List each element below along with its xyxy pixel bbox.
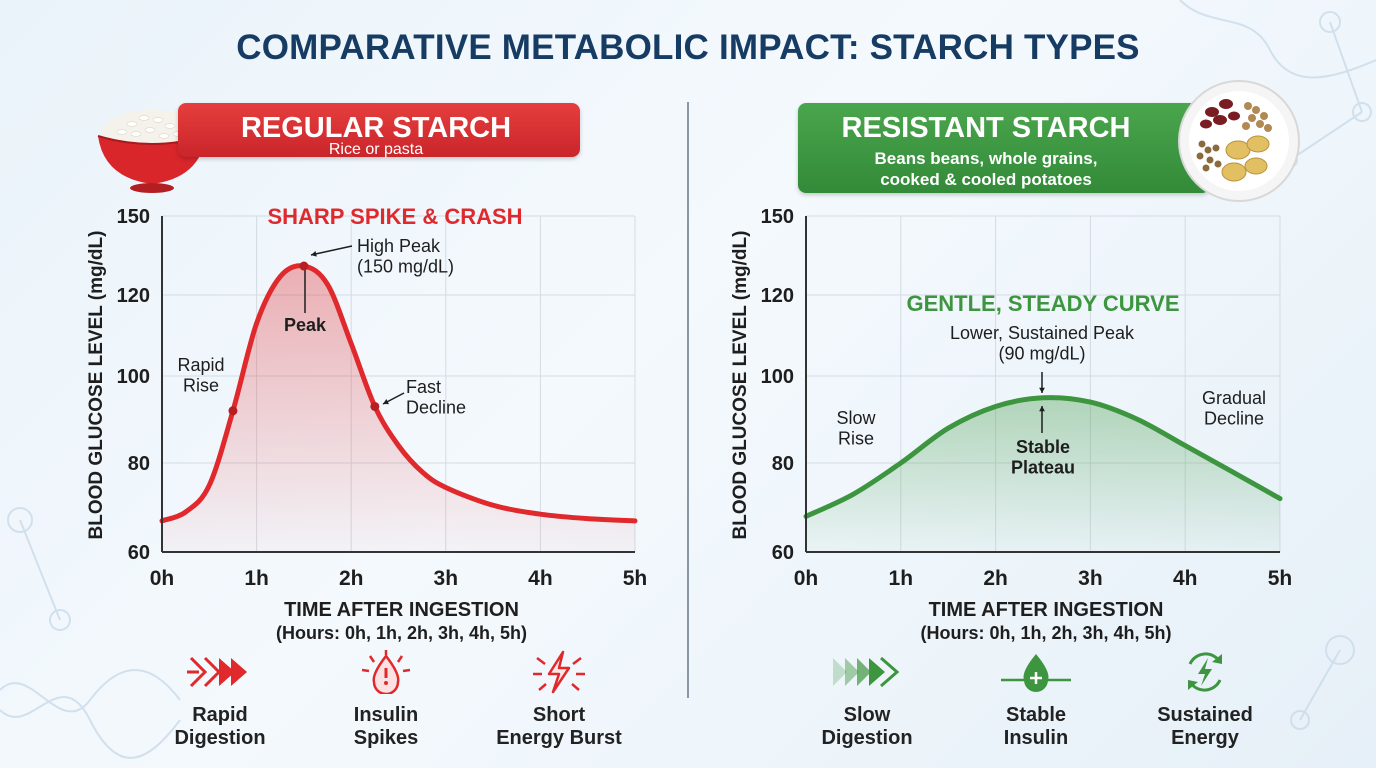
y-axis-label: BLOOD GLUCOSE LEVEL (mg/dL) — [730, 231, 751, 540]
y-tick-label: 120 — [761, 285, 794, 307]
y-tick-label: 80 — [772, 453, 794, 475]
x-tick-label: 5h — [623, 567, 648, 590]
annotation-label: Stable Plateau — [1011, 437, 1075, 478]
alert-drop-icon — [361, 650, 411, 694]
panel-divider — [687, 102, 689, 698]
y-tick-label: 150 — [761, 206, 794, 228]
y-tick-label: 100 — [117, 366, 150, 388]
annotation-label: Gradual Decline — [1202, 388, 1266, 429]
x-tick-label: 0h — [794, 567, 819, 590]
stable-drop-icon — [1001, 654, 1071, 692]
resistant-starch-title: RESISTANT STARCH — [841, 112, 1131, 144]
annotation-label: Fast Decline — [406, 377, 466, 418]
stable-insulin-label: Stable Insulin — [1003, 704, 1069, 749]
regular-starch-title: REGULAR STARCH — [240, 112, 512, 144]
beans-grains-potatoes-plate-image — [1178, 80, 1300, 202]
sustained-energy-item: Sustained Energy — [1130, 650, 1280, 750]
data-point-marker — [370, 401, 380, 411]
annotation-label: High Peak (150 mg/dL) — [357, 236, 454, 277]
renewable-energy-icon — [1188, 652, 1222, 692]
x-axis-label: TIME AFTER INGESTION — [284, 599, 519, 621]
x-tick-label: 0h — [150, 567, 175, 590]
fast-arrows-icon — [187, 656, 247, 688]
y-tick-label: 120 — [117, 285, 150, 307]
series-area — [806, 397, 1280, 552]
left-chart: 0h 1h 2h 3h 4h 5h 60 80 100 120 150 BLOOD GLUCOSE L… — [86, 204, 647, 643]
rapid-digestion-label: Rapid Digestion — [174, 704, 266, 749]
y-tick-label: 100 — [761, 366, 794, 388]
slow-digestion-label: Slow Digestion — [821, 704, 913, 749]
annotation-arrowhead — [383, 399, 389, 405]
data-point-marker — [228, 406, 238, 416]
annotation-arrowhead — [1039, 406, 1045, 412]
x-tick-label: 3h — [434, 567, 459, 590]
y-tick-label: 80 — [128, 453, 150, 475]
y-axis-label: BLOOD GLUCOSE LEVEL (mg/dL) — [86, 231, 107, 540]
annotation-arrowhead — [1039, 387, 1045, 393]
insulin-spikes-item: Insulin Spikes — [311, 650, 461, 750]
sustained-energy-label: Sustained Energy — [1157, 704, 1253, 749]
x-tick-label: 3h — [1078, 567, 1103, 590]
slow-arrows-icon — [833, 656, 900, 688]
annotation-arrowhead — [311, 251, 317, 257]
short-energy-burst-item: Short Energy Burst — [484, 650, 634, 750]
x-tick-label: 1h — [244, 567, 269, 590]
x-axis-sublabel: (Hours: 0h, 1h, 2h, 3h, 4h, 5h) — [920, 623, 1171, 643]
series-line — [803, 395, 1283, 519]
annotation-label: Rapid Rise — [177, 355, 224, 396]
regular-starch-subtitle: Rice or pasta — [328, 141, 424, 158]
annotation-label: Peak — [284, 315, 327, 335]
insulin-spikes-label: Insulin Spikes — [353, 704, 419, 749]
resistant-starch-banner: RESISTANT STARCH Beans beans, whole grai… — [798, 103, 1210, 193]
series-line — [159, 263, 638, 524]
chart-title: GENTLE, STEADY CURVE — [906, 291, 1179, 316]
x-tick-label: 5h — [1268, 567, 1293, 590]
y-tick-label: 150 — [117, 206, 150, 228]
rapid-digestion-item: Rapid Digestion — [145, 650, 295, 750]
y-tick-label: 60 — [128, 542, 150, 564]
x-tick-label: 2h — [339, 567, 364, 590]
slow-digestion-item: Slow Digestion — [792, 650, 942, 750]
regular-starch-banner: REGULAR STARCH Rice or pasta — [178, 103, 580, 158]
annotation-label: Lower, Sustained Peak (90 mg/dL) — [950, 323, 1135, 364]
resistant-starch-subtitle: Beans beans, whole grains, cooked & cool… — [874, 149, 1098, 189]
right-chart: 0h 1h 2h 3h 4h 5h 60 80 100 120 150 BLOOD GLUCOSE L… — [730, 206, 1292, 643]
annotation-label: Slow Rise — [836, 408, 876, 449]
x-tick-label: 4h — [1173, 567, 1198, 590]
chart-title: SHARP SPIKE & CRASH — [267, 204, 522, 229]
stable-insulin-item: Stable Insulin — [961, 650, 1111, 750]
data-point-marker — [299, 261, 309, 271]
x-tick-label: 2h — [983, 567, 1008, 590]
series-area — [162, 265, 635, 552]
short-energy-burst-label: Short Energy Burst — [496, 704, 622, 749]
lightning-burst-icon — [533, 650, 585, 694]
x-axis-label: TIME AFTER INGESTION — [929, 599, 1164, 621]
x-axis-sublabel: (Hours: 0h, 1h, 2h, 3h, 4h, 5h) — [276, 623, 527, 643]
x-tick-label: 1h — [889, 567, 914, 590]
y-tick-label: 60 — [772, 542, 794, 564]
page-title: COMPARATIVE METABOLIC IMPACT: STARCH TYP… — [236, 28, 1140, 67]
x-tick-label: 4h — [528, 567, 553, 590]
annotation-arrow — [310, 245, 353, 256]
